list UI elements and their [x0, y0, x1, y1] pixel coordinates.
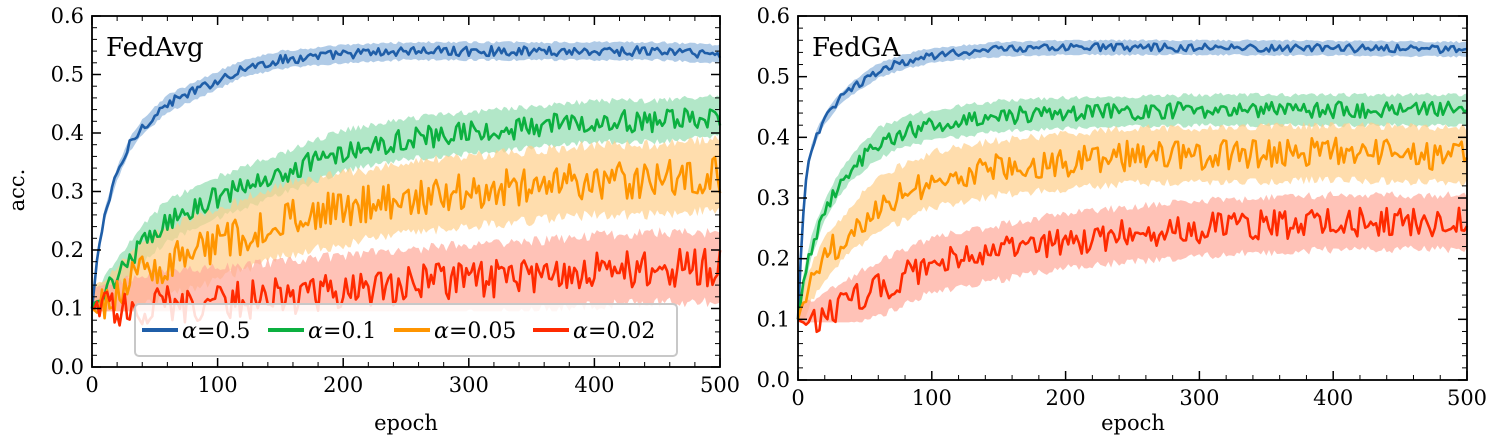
- legend-alpha-symbol: α: [308, 319, 323, 344]
- series-line-α=0.1: [90, 107, 722, 310]
- legend-item-alpha-0.5: α =0.5: [142, 319, 250, 344]
- y-tick-label: 0.4: [51, 121, 84, 145]
- legend-alpha-symbol: α: [182, 319, 197, 344]
- lines-layer: [796, 42, 1469, 334]
- series-line-α=0.05: [91, 155, 722, 320]
- y-tick-label: 0.3: [51, 180, 84, 204]
- legend-label: =0.1: [323, 319, 376, 344]
- x-tick-label: 400: [574, 373, 614, 397]
- legend: α =0.5 α =0.1 α =0.05 α =0.02: [134, 303, 678, 357]
- y-tick-label: 0.2: [757, 247, 790, 271]
- y-tick-label: 0.6: [51, 4, 84, 28]
- legend-label: =0.05: [449, 319, 516, 344]
- series-line-α=0.1: [796, 100, 1468, 320]
- band-α=0.1: [798, 92, 1467, 323]
- bands-layer: [798, 39, 1467, 323]
- band-α=0.05: [798, 121, 1467, 323]
- x-tick-label: 200: [323, 373, 363, 397]
- y-tick-label: 0.5: [757, 65, 790, 89]
- legend-alpha-symbol: α: [573, 319, 588, 344]
- x-tick-label: 300: [1179, 386, 1219, 410]
- y-tick-label: 0.0: [51, 355, 84, 379]
- panel-fedavg: 0 100 200 300 400 500 0.0 0.1 0.2 0.3 0.4 0.5 0.6 Fe…: [5, 4, 740, 435]
- legend-label: =0.5: [197, 319, 250, 344]
- band-α=0.02: [798, 191, 1467, 323]
- x-tick-label: 500: [700, 373, 740, 397]
- x-tick-label: 0: [791, 386, 804, 410]
- panel-title: FedAvg: [106, 33, 204, 63]
- band-α=0.02: [92, 227, 720, 312]
- series-line-α=0.02: [797, 206, 1469, 334]
- legend-item-alpha-0.05: α =0.05: [394, 319, 516, 344]
- x-tick-label: 300: [449, 373, 489, 397]
- legend-item-alpha-0.1: α =0.1: [268, 319, 376, 344]
- x-tick-label: 100: [912, 386, 952, 410]
- y-tick-label: 0.4: [757, 125, 790, 149]
- x-tick-label: 0: [85, 373, 98, 397]
- x-tick-label: 200: [1046, 386, 1086, 410]
- y-tick-label: 0.2: [51, 238, 84, 262]
- series-line-α=0.5: [796, 42, 1468, 320]
- panel-title: FedGA: [812, 33, 901, 63]
- legend-item-alpha-0.02: α =0.02: [533, 319, 655, 344]
- x-axis-label: epoch: [374, 411, 438, 435]
- ticks-layer: 0 100 200 300 400 500 0.0 0.1 0.2 0.3 0.4 0.5 0.6: [757, 4, 1487, 410]
- y-tick-label: 0.6: [757, 4, 790, 28]
- y-tick-label: 0.0: [757, 368, 790, 392]
- legend-alpha-symbol: α: [434, 319, 449, 344]
- ticks-layer: 0 100 200 300 400 500 0.0 0.1 0.2 0.3 0.4 0.5 0.6: [51, 4, 740, 397]
- legend-label: =0.02: [588, 319, 655, 344]
- series-line-α=0.05: [796, 136, 1469, 320]
- y-axis-label: acc.: [5, 169, 29, 212]
- series-line-α=0.5: [90, 45, 722, 309]
- y-tick-label: 0.5: [51, 63, 84, 87]
- x-tick-label: 400: [1313, 386, 1353, 410]
- x-axis-label: epoch: [1101, 411, 1165, 435]
- panel-fedga: 0 100 200 300 400 500 0.0 0.1 0.2 0.3 0.4 0.5 0.6 Fe…: [757, 4, 1487, 435]
- y-tick-label: 0.3: [757, 186, 790, 210]
- x-tick-label: 100: [198, 373, 238, 397]
- x-tick-label: 500: [1447, 386, 1487, 410]
- y-tick-label: 0.1: [51, 297, 84, 321]
- y-tick-label: 0.1: [757, 307, 790, 331]
